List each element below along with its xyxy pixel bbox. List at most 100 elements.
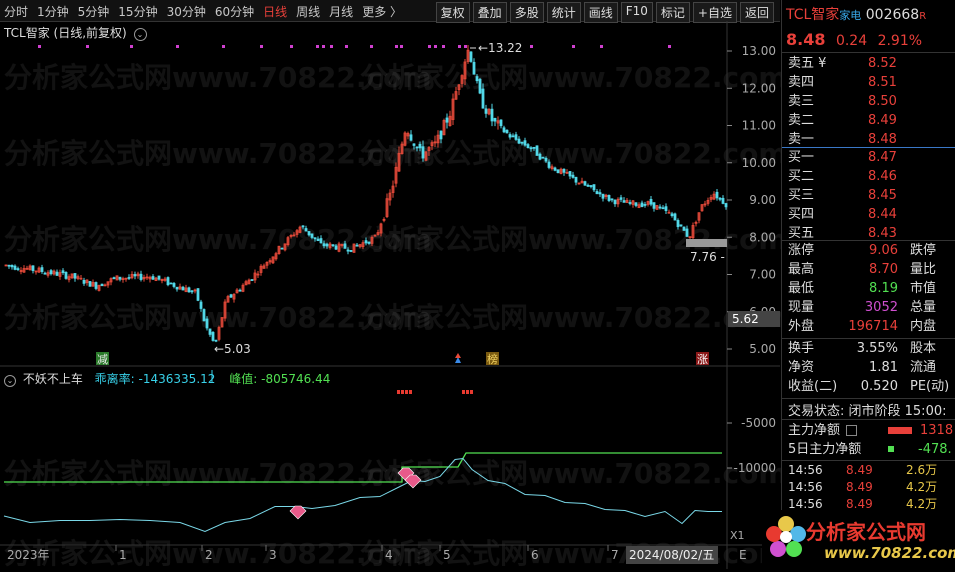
candle-body xyxy=(487,108,491,115)
deviation-line xyxy=(3,457,722,533)
last-price: 8.48 xyxy=(786,30,826,49)
toolbar-button[interactable]: 统计 xyxy=(546,2,581,23)
candle-body xyxy=(418,143,422,149)
candle-body xyxy=(382,218,386,221)
triangle-marker-icon xyxy=(455,353,461,358)
candle-body xyxy=(457,84,461,90)
chevron-down-icon[interactable]: ⌄ xyxy=(4,375,16,387)
candle-body xyxy=(112,277,116,280)
candle-body xyxy=(424,151,428,161)
stat-value: 8.70 xyxy=(869,262,898,277)
toolbar-button[interactable]: 返回 xyxy=(739,2,774,23)
x1-label: X1 xyxy=(730,529,745,542)
candle-body xyxy=(118,276,122,280)
main-flow-label: 主力净额 xyxy=(788,423,841,438)
candle-body xyxy=(124,277,128,280)
candle-body xyxy=(694,221,698,224)
logo-url: www.70822.com xyxy=(824,544,955,562)
main-flow-row: 主力净额 1318 xyxy=(788,421,954,440)
candle-body xyxy=(301,225,305,228)
candle-body xyxy=(226,296,230,303)
candle-body xyxy=(550,166,554,170)
candle-body xyxy=(184,287,188,293)
period-tab[interactable]: 60分钟 xyxy=(214,5,255,19)
bid-price: 8.45 xyxy=(868,188,897,203)
quote-panel: TCL智家家电 002668R 8.48 0.24 2.91% 交易状态: 闭市… xyxy=(781,0,955,569)
candle-body xyxy=(664,206,668,212)
x-axis-label: 1 xyxy=(119,548,127,562)
stat-label-2: 跌停 xyxy=(910,243,937,258)
toolbar-button[interactable]: 画线 xyxy=(583,2,618,23)
period-tab[interactable]: 日线 xyxy=(263,5,288,19)
main-flow-value: 1318 xyxy=(920,423,954,438)
period-tab[interactable]: 更多 〉 xyxy=(362,5,403,19)
top-toolbar: 分时 1分钟 5分钟 15分钟 30分钟 60分钟 日线 周线 月线 更多 〉 复权 叠加 多股 统计画… xyxy=(0,0,780,23)
tick-price: 8.49 xyxy=(846,463,873,477)
candle-body xyxy=(127,277,131,279)
candle-body xyxy=(175,286,179,290)
stock-header: TCL智家家电 002668R xyxy=(786,4,926,24)
candle-body xyxy=(436,134,440,144)
bid-label: 买一 xyxy=(788,150,815,165)
toolbar-button[interactable]: 叠加 xyxy=(472,2,507,23)
candle-body xyxy=(721,197,725,204)
period-tab[interactable]: 30分钟 xyxy=(166,5,206,19)
signal-dot xyxy=(668,45,671,48)
kline-chart[interactable]: 13.0012.0011.0010.009.008.007.006.005.00… xyxy=(0,21,780,569)
period-tab[interactable]: 月线 xyxy=(329,5,354,19)
signal-dot xyxy=(330,45,333,48)
stat-label-2: 流通 xyxy=(910,360,937,375)
x-axis-label: 6 xyxy=(531,548,539,562)
toolbar-button[interactable]: 多股 xyxy=(509,2,544,23)
period-tab[interactable]: 5分钟 xyxy=(77,5,110,19)
stat-label-2: 内盘 xyxy=(910,319,937,334)
candle-body xyxy=(253,272,257,281)
candle-body xyxy=(277,245,281,254)
candle-body xyxy=(523,140,527,146)
price-tick-label: 8.00 xyxy=(749,230,776,244)
stat-label: 收益(二) xyxy=(788,379,838,394)
candle-body xyxy=(7,264,11,267)
candle-body xyxy=(538,153,542,160)
toolbar-button[interactable]: 标记 xyxy=(655,2,690,23)
watermark: 分析家公式网www.70822.com xyxy=(360,457,788,490)
period-tab[interactable]: 1分钟 xyxy=(37,5,69,19)
toolbar-button[interactable]: +自选 xyxy=(692,2,737,23)
tick-time: 14:56 xyxy=(788,497,823,511)
brand-logo: 分析家公式网 www.70822.com xyxy=(762,510,955,569)
tick-volume: 2.6万 xyxy=(906,463,938,477)
list-icon[interactable] xyxy=(846,425,858,436)
period-tab[interactable]: 15分钟 xyxy=(118,5,158,19)
toolbar-button[interactable]: 复权 xyxy=(435,2,470,23)
list-item: 收益(二) 0.520 PE(动) xyxy=(788,377,954,396)
toolbar-button[interactable]: F10 xyxy=(620,2,653,23)
marker-jian-bg xyxy=(96,352,109,365)
watermark: 分析家公式网www.70822.com xyxy=(360,61,788,94)
candle-body xyxy=(136,273,140,277)
stat-label-2: 量比 xyxy=(910,262,937,277)
candle-body xyxy=(547,161,551,168)
period-tab[interactable]: 分时 xyxy=(4,5,29,19)
candle-body xyxy=(571,174,575,178)
candle-body xyxy=(568,171,572,177)
candle-body xyxy=(355,244,359,247)
candle-body xyxy=(460,75,464,84)
r-badge: R xyxy=(919,11,927,22)
candle-body xyxy=(244,281,248,286)
candle-body xyxy=(181,286,185,291)
candle-body xyxy=(334,245,338,250)
tick-time: 14:56 xyxy=(788,463,823,477)
chevron-down-icon[interactable]: ⌄ xyxy=(133,28,147,41)
candle-body xyxy=(199,301,203,309)
trade-state: 交易状态: 闭市阶段 15:00: xyxy=(788,404,947,419)
indicator-series xyxy=(3,390,722,533)
period-tab[interactable]: 周线 xyxy=(296,5,321,19)
candle-body xyxy=(100,283,104,287)
bid-label: 买三 xyxy=(788,188,815,203)
candle-body xyxy=(589,185,593,187)
current-price-box xyxy=(728,311,780,327)
x-axis-label: 3 xyxy=(269,548,277,562)
candle-body xyxy=(565,172,569,174)
stock-code: 002668 xyxy=(865,7,920,23)
candle-body xyxy=(559,168,563,175)
